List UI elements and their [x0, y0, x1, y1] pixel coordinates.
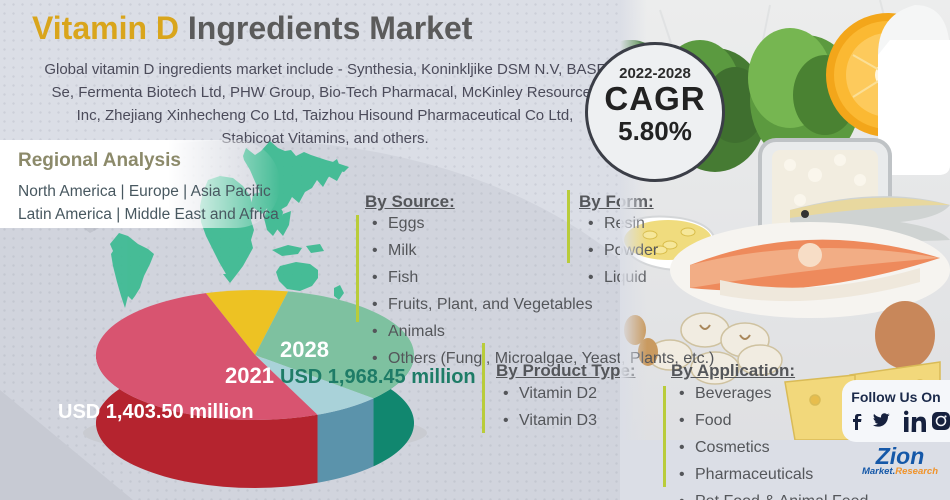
- svg-text:USD 1,403.50 million: USD 1,403.50 million: [58, 401, 254, 423]
- svg-text:2021: 2021: [225, 363, 274, 388]
- svg-text:2028: 2028: [280, 337, 329, 362]
